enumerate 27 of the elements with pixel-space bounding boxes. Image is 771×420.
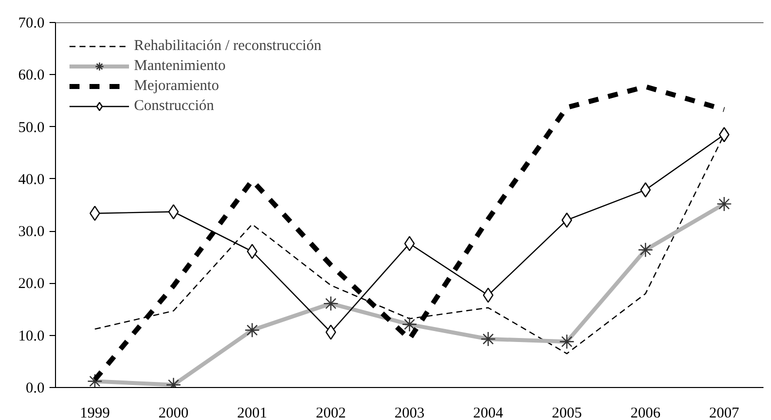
x-tick-label: 2000	[158, 406, 188, 420]
point	[640, 182, 651, 198]
x-tick-label: 2002	[316, 406, 346, 420]
point	[90, 206, 100, 221]
x-tick-label: 2001	[237, 406, 268, 420]
legend-label: Rehabilitación / reconstrucción	[134, 37, 322, 55]
y-tick-label: 60.0	[18, 68, 44, 84]
x-tick-label: 2004	[473, 406, 504, 420]
x-tick-label: 2006	[630, 406, 661, 420]
y-tick-label: 40.0	[18, 172, 44, 188]
x-tick-label: 2003	[394, 406, 424, 420]
point	[562, 212, 572, 228]
point	[168, 204, 179, 220]
point	[326, 324, 336, 340]
legend-label: Mejoramiento	[134, 77, 219, 95]
y-tick-label: 50.0	[18, 120, 44, 136]
x-tick-label: 1999	[80, 406, 110, 420]
y-tick-label: 10.0	[18, 328, 44, 344]
legend-label: Mantenimiento	[134, 57, 226, 75]
y-tick-label: 30.0	[18, 224, 44, 240]
x-tick-label: 2005	[552, 406, 582, 420]
y-tick-label: 0.0	[26, 380, 44, 396]
y-tick-label: 70.0	[18, 16, 44, 32]
x-tick-label: 2007	[709, 406, 740, 420]
legend-label: Construcción	[134, 97, 214, 115]
y-tick-label: 20.0	[18, 276, 44, 292]
point	[482, 288, 494, 303]
